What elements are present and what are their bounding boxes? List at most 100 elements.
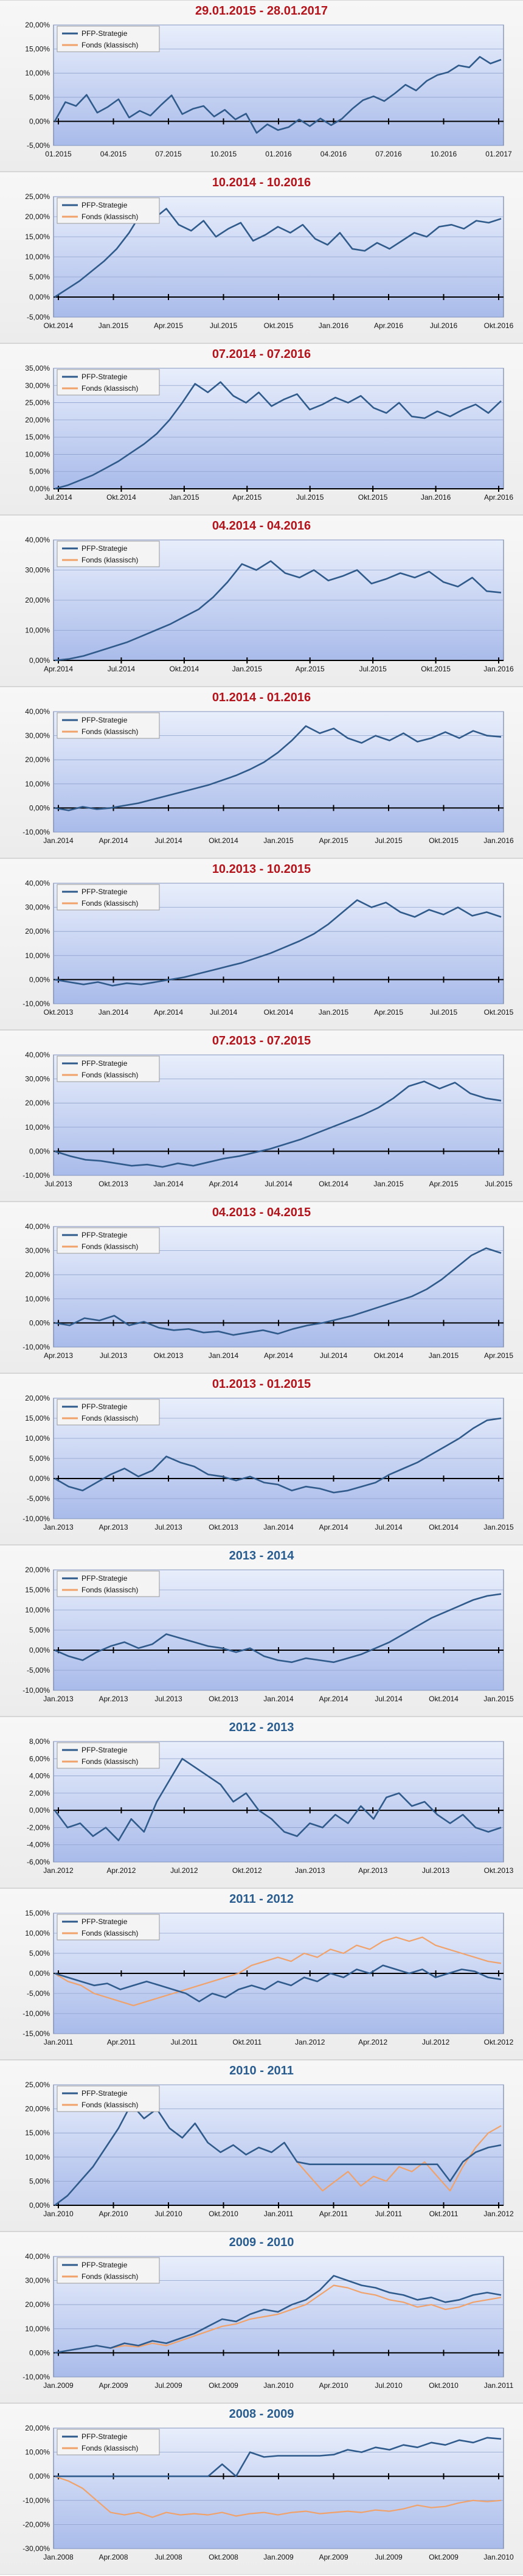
y-tick-label: 40,00% <box>25 879 50 887</box>
x-tick-label: Jul.2014 <box>375 1695 403 1703</box>
legend-label: PFP-Strategie <box>81 29 128 38</box>
chart-panel: 01.2013 - 01.2015 -10,00% -5,00% 0,00% 5,00%… <box>0 1373 523 1545</box>
y-tick-label: 20,00% <box>25 2105 50 2113</box>
x-tick-label: Jan.2011 <box>484 2381 514 2390</box>
y-tick-label: -10,00% <box>23 1343 50 1351</box>
x-tick-label: Apr.2016 <box>484 493 513 502</box>
chart-panel: 07.2014 - 07.2016 0,00% 5,00% 10,00% 15,00% 2… <box>0 343 523 515</box>
y-tick-label: 10,00% <box>25 253 50 261</box>
x-tick-label: Jul.2014 <box>154 836 182 845</box>
chart-title: 04.2013 - 04.2015 <box>212 1206 311 1219</box>
x-tick-label: Okt.2013 <box>99 1180 128 1188</box>
x-tick-label: Apr.2011 <box>107 2038 136 2046</box>
x-tick-label: Jan.2015 <box>373 1180 404 1188</box>
y-tick-label: -10,00% <box>23 1171 50 1180</box>
x-tick-label: Jul.2011 <box>171 2038 198 2046</box>
line-chart: -10,00% 0,00% 10,00% 20,00% 30,00% 40,00% Apr.… <box>23 1222 513 1360</box>
legend-box <box>57 2085 160 2112</box>
y-tick-label: 15,00% <box>25 1414 50 1423</box>
chart-title: 2008 - 2009 <box>229 2407 294 2421</box>
x-tick-label: Apr.2016 <box>374 321 403 330</box>
y-tick-label: 20,00% <box>25 1566 50 1574</box>
y-tick-label: -6,00% <box>27 1858 50 1866</box>
x-tick-label: Apr.2014 <box>154 1008 183 1017</box>
x-tick-label: Okt.2013 <box>209 1523 238 1531</box>
chart-panel: 10.2014 - 10.2016 -5,00% 0,00% 5,00% 10,00% 1… <box>0 172 523 343</box>
y-tick-label: 30,00% <box>25 2277 50 2285</box>
x-tick-label: Okt.2015 <box>264 321 294 330</box>
chart-title: 04.2014 - 04.2016 <box>212 519 311 533</box>
y-tick-label: 15,00% <box>25 1909 50 1917</box>
x-tick-label: Jan.2010 <box>43 2210 74 2218</box>
series-line-pfp-strategie <box>54 725 502 811</box>
y-tick-label: 5,00% <box>29 1454 50 1463</box>
x-tick-label: Jul.2012 <box>170 1866 198 1875</box>
x-tick-label: Okt.2014 <box>374 1351 404 1360</box>
x-tick-label: Okt.2013 <box>209 1695 238 1703</box>
y-tick-label: -10,00% <box>23 1514 50 1523</box>
x-tick-label: Jul.2015 <box>296 493 324 502</box>
x-tick-label: Apr.2015 <box>429 1180 458 1188</box>
y-tick-label: -5,00% <box>27 313 50 321</box>
x-tick-label: 04.2015 <box>100 150 127 158</box>
y-tick-label: 40,00% <box>25 1051 50 1059</box>
y-tick-label: 40,00% <box>25 2252 50 2261</box>
x-tick-label: Jan.2014 <box>263 1523 294 1531</box>
series-line-fonds-klassisch <box>54 2476 502 2518</box>
x-tick-label: 10.2016 <box>431 150 457 158</box>
series-line-pfp-strategie <box>54 1247 502 1336</box>
chart-title: 07.2014 - 07.2016 <box>212 348 311 361</box>
x-tick-label: Okt.2013 <box>154 1351 184 1360</box>
x-tick-label: 01.2015 <box>45 150 72 158</box>
legend-box <box>57 1570 160 1597</box>
x-tick-label: Okt.2014 <box>429 1695 459 1703</box>
x-tick-label: Jul.2008 <box>154 2553 182 2561</box>
y-tick-label: 5,00% <box>29 2177 50 2185</box>
y-tick-label: -20,00% <box>23 2520 50 2529</box>
series-line-pfp-strategie <box>54 1417 502 1494</box>
y-tick-label: 10,00% <box>25 780 50 788</box>
legend-box <box>57 197 160 224</box>
chart-panel: 01.2014 - 01.2016 -10,00% 0,00% 10,00% 20,00… <box>0 687 523 858</box>
legend-box <box>57 1399 160 1426</box>
y-tick-label: -10,00% <box>23 2009 50 2018</box>
x-tick-label: Apr.2009 <box>99 2381 128 2390</box>
x-tick-label: Jul.2013 <box>422 1866 450 1875</box>
chart-panel: 04.2013 - 04.2015 -10,00% 0,00% 10,00% 20,00… <box>0 1202 523 1373</box>
line-chart: -5,00% 0,00% 5,00% 10,00% 15,00% 20,00% 25,00%… <box>25 192 513 330</box>
x-tick-label: Jul.2014 <box>375 1523 403 1531</box>
legend-label: Fonds (klassisch) <box>81 1071 138 1079</box>
chart-panel: 2011 - 2012 -15,00% -10,00% -5,00% 0,00% 5,00… <box>0 1888 523 2060</box>
legend-box <box>57 2257 160 2284</box>
y-tick-label: 35,00% <box>25 364 50 373</box>
y-tick-label: 25,00% <box>25 2081 50 2089</box>
x-tick-label: Okt.2014 <box>264 1008 294 1017</box>
legend-label: Fonds (klassisch) <box>81 1929 138 1937</box>
chart-panel: 2013 - 2014 -10,00% -5,00% 0,00% 5,00% 10,00%… <box>0 1545 523 1717</box>
x-tick-label: 01.2017 <box>485 150 512 158</box>
chart-panel: 10.2013 - 10.2015 -10,00% 0,00% 10,00% 20,00… <box>0 858 523 1030</box>
x-tick-label: Apr.2014 <box>209 1180 238 1188</box>
y-tick-label: 10,00% <box>25 450 50 458</box>
x-tick-label: Jan.2015 <box>99 321 129 330</box>
legend-label: Fonds (klassisch) <box>81 727 138 736</box>
y-tick-label: 0,00% <box>29 1646 50 1654</box>
legend-label: PFP-Strategie <box>81 1917 128 1926</box>
y-tick-label: 5,00% <box>29 1626 50 1634</box>
x-tick-label: Jul.2015 <box>485 1180 513 1188</box>
y-tick-label: 10,00% <box>25 1123 50 1132</box>
x-tick-label: Apr.2015 <box>319 836 348 845</box>
x-tick-label: Jan.2013 <box>295 1866 325 1875</box>
x-tick-label: Apr.2015 <box>154 321 183 330</box>
x-tick-label: Okt.2015 <box>421 665 451 673</box>
line-chart: -15,00% -10,00% -5,00% 0,00% 5,00% 10,00% 15,0… <box>23 1909 513 2046</box>
chart-title: 01.2014 - 01.2016 <box>212 691 311 704</box>
chart-title: 2012 - 2013 <box>229 1721 294 1734</box>
x-tick-label: Apr.2014 <box>319 1523 348 1531</box>
x-tick-label: Jan.2015 <box>483 1523 514 1531</box>
x-tick-label: 07.2015 <box>155 150 182 158</box>
y-tick-label: 20,00% <box>25 755 50 764</box>
x-tick-label: Jul.2013 <box>154 1695 182 1703</box>
chart-title: 07.2013 - 07.2015 <box>212 1034 311 1048</box>
y-tick-label: 0,00% <box>29 1806 50 1815</box>
